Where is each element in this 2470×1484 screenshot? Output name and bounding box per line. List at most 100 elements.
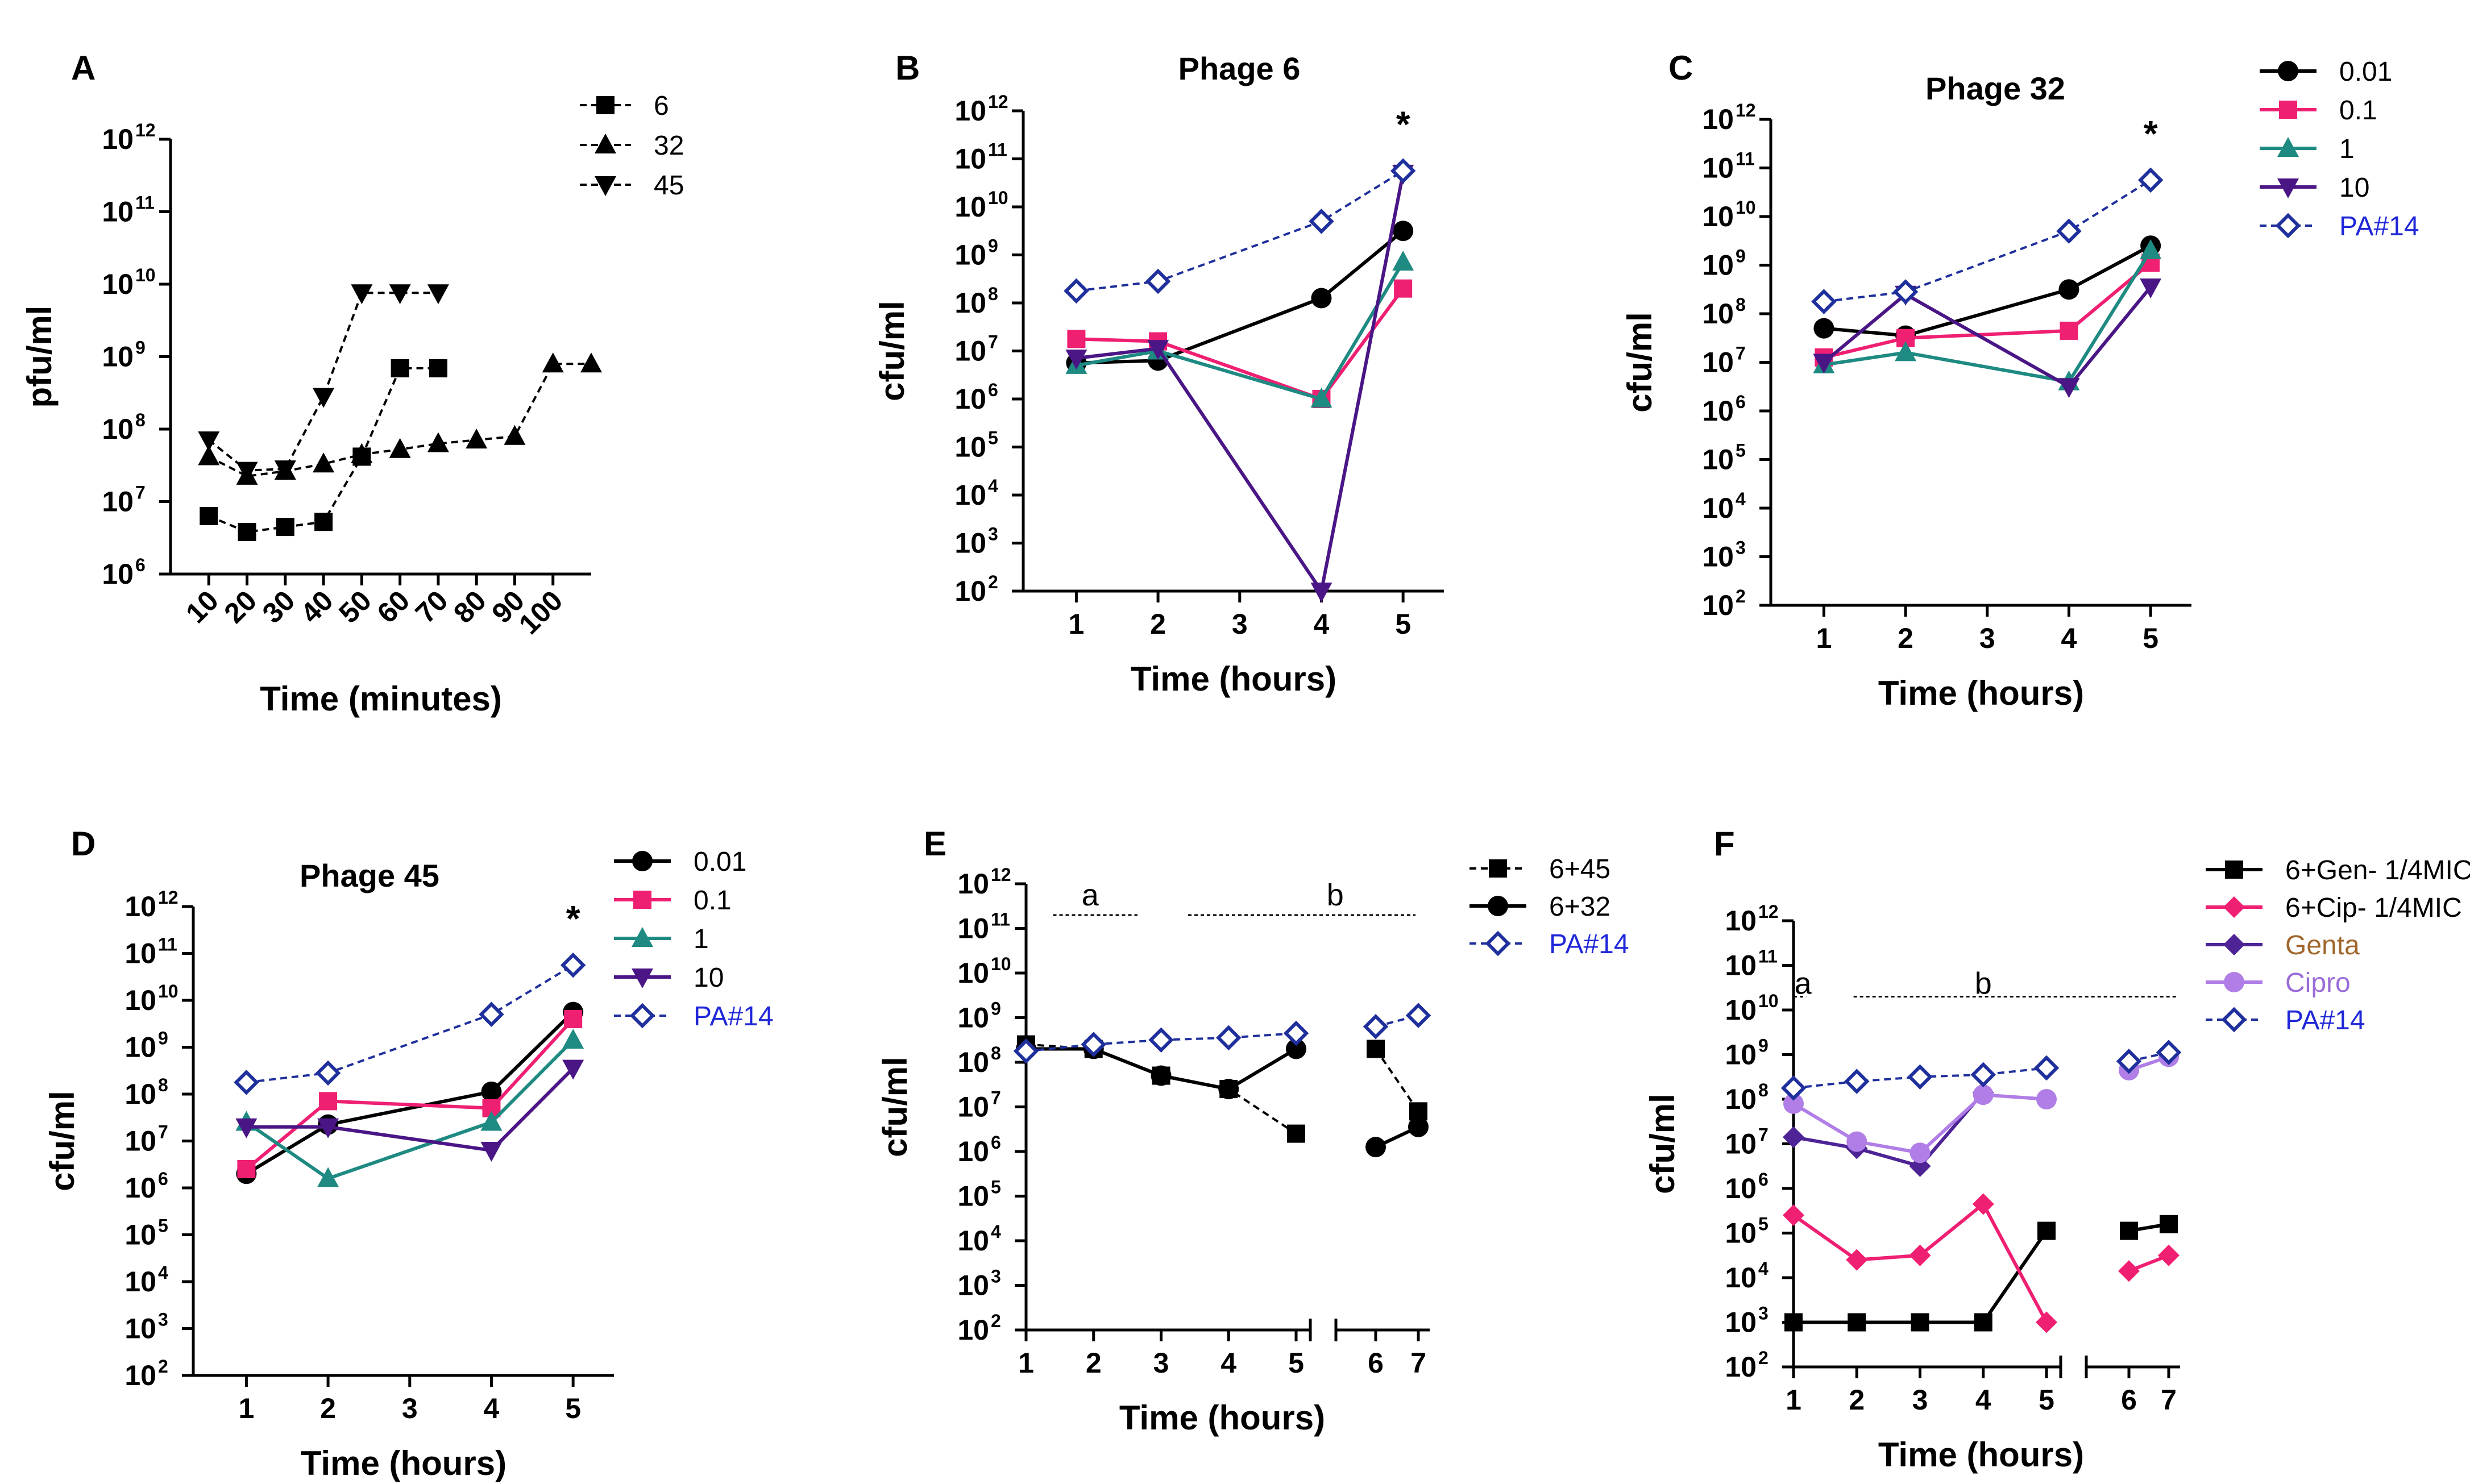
y-tick-label-E: 105 xyxy=(957,1177,1001,1212)
y-tick-label-D: 107 xyxy=(124,1122,168,1157)
x-tick-label-F: 4 xyxy=(1975,1384,1991,1416)
panel-A: A106107108109101010111012102030405060708… xyxy=(20,49,684,718)
data-point xyxy=(542,352,564,373)
legend-label: 6+32 xyxy=(1549,892,1610,922)
data-point xyxy=(1145,268,1171,294)
data-point xyxy=(1974,1313,1992,1332)
legend-marker xyxy=(2223,934,2245,955)
data-point xyxy=(1394,279,1413,298)
data-point xyxy=(1405,1003,1431,1028)
data-point xyxy=(2056,218,2082,244)
legend-label: 0.1 xyxy=(2339,95,2377,126)
data-point xyxy=(1892,279,1919,305)
x-tick-label-D: 5 xyxy=(565,1392,581,1424)
y-tick-label-D: 1012 xyxy=(124,887,178,922)
y-axis-label-E: cfu/ml xyxy=(876,1057,914,1157)
y-tick-label-B: 1010 xyxy=(954,188,1008,223)
x-axis-label-D: Time (hours) xyxy=(301,1444,507,1482)
series-line xyxy=(1076,173,1405,596)
data-point xyxy=(1363,1013,1389,1040)
legend-marker xyxy=(2277,178,2299,198)
data-point xyxy=(1013,1038,1039,1064)
y-tick-label-F: 108 xyxy=(1725,1080,1768,1115)
x-tick-label-C: 3 xyxy=(1979,622,1995,654)
data-point xyxy=(315,1060,341,1086)
legend-marker xyxy=(2221,1007,2247,1033)
y-tick-label-E: 106 xyxy=(957,1132,1001,1167)
data-point xyxy=(2037,1221,2056,1240)
x-axis-label-B: Time (hours) xyxy=(1131,660,1336,698)
y-axis-label-F: cfu/ml xyxy=(1643,1094,1682,1194)
y-tick-label-B: 109 xyxy=(954,236,998,271)
legend-marker xyxy=(595,134,616,153)
x-tick-label-D: 3 xyxy=(402,1392,418,1424)
legend-A: 6 32 45 xyxy=(580,91,684,201)
x-tick-label-F: 7 xyxy=(2161,1384,2177,1416)
y-tick-label-A: 1011 xyxy=(102,193,154,228)
series-line xyxy=(1076,229,1405,365)
y-tick-label-B: 1011 xyxy=(954,140,1007,175)
series-line xyxy=(245,1017,575,1171)
data-point xyxy=(389,438,411,458)
data-point xyxy=(1784,1313,1803,1332)
series-line xyxy=(1076,287,1405,401)
data-point xyxy=(319,1092,338,1111)
data-point xyxy=(274,460,296,481)
y-tick-label-B: 104 xyxy=(954,476,998,511)
legend-label: Cipro xyxy=(2285,968,2351,998)
y-tick-label-F: 1010 xyxy=(1725,991,1778,1026)
y-axis-label-B: cfu/ml xyxy=(873,301,911,401)
y-tick-label-A: 106 xyxy=(102,555,145,590)
data-point xyxy=(1813,318,1834,339)
data-point xyxy=(1065,350,1087,370)
legend-label: 0.01 xyxy=(694,847,746,877)
x-tick-label-E: 5 xyxy=(1288,1347,1304,1379)
data-point xyxy=(389,284,411,305)
data-point xyxy=(314,513,333,531)
data-point xyxy=(480,1142,503,1162)
legend-marker xyxy=(2275,213,2301,239)
significance-asterisk: * xyxy=(2144,113,2158,154)
panel-letter-B: B xyxy=(895,49,920,87)
y-tick-label-B: 102 xyxy=(954,572,998,607)
legend-label: 6+Cip- 1/4MIC xyxy=(2285,893,2462,923)
x-tick-label-C: 1 xyxy=(1816,622,1832,654)
y-tick-label-D: 103 xyxy=(124,1310,168,1345)
series-line xyxy=(1375,1048,1419,1112)
series-F-PA#14 xyxy=(1780,1040,2182,1101)
data-point xyxy=(2140,239,2162,259)
data-point xyxy=(351,443,373,463)
data-point xyxy=(317,1167,339,1187)
data-point xyxy=(1310,583,1332,602)
y-tick-label-C: 1010 xyxy=(1702,197,1755,232)
legend-label: 6+Gen- 1/4MIC xyxy=(2285,855,2470,886)
data-point xyxy=(2158,1244,2180,1266)
y-tick-label-E: 102 xyxy=(957,1311,1001,1346)
y-tick-label-C: 104 xyxy=(1702,489,1746,524)
y-tick-label-F: 102 xyxy=(1725,1348,1768,1383)
data-point xyxy=(1408,1116,1429,1137)
x-tick-label-E: 3 xyxy=(1153,1347,1169,1379)
bracket-label-b: b xyxy=(1327,878,1344,912)
x-axis-label-C: Time (hours) xyxy=(1878,674,2084,712)
series-F-6+Cip- 1/4MIC xyxy=(1783,1193,2180,1333)
y-tick-label-F: 106 xyxy=(1725,1169,1768,1204)
data-point xyxy=(235,1118,258,1138)
y-tick-label-E: 108 xyxy=(957,1043,1001,1078)
data-point xyxy=(427,284,449,305)
legend-marker xyxy=(629,1003,655,1029)
x-tick-label-E: 4 xyxy=(1221,1347,1236,1379)
data-point xyxy=(2118,1260,2140,1282)
series-line xyxy=(245,1039,575,1180)
legend-marker xyxy=(2224,972,2244,992)
data-point xyxy=(1390,158,1416,184)
series-D-0.1 xyxy=(237,1010,583,1178)
data-point xyxy=(2058,279,2079,300)
data-point xyxy=(237,1160,256,1178)
legend-label: 1 xyxy=(2339,134,2355,164)
data-point xyxy=(2116,1049,2142,1074)
series-D-PA#14 xyxy=(234,952,586,1095)
panel-letter-D: D xyxy=(71,825,96,863)
series-line xyxy=(1026,1043,1297,1135)
